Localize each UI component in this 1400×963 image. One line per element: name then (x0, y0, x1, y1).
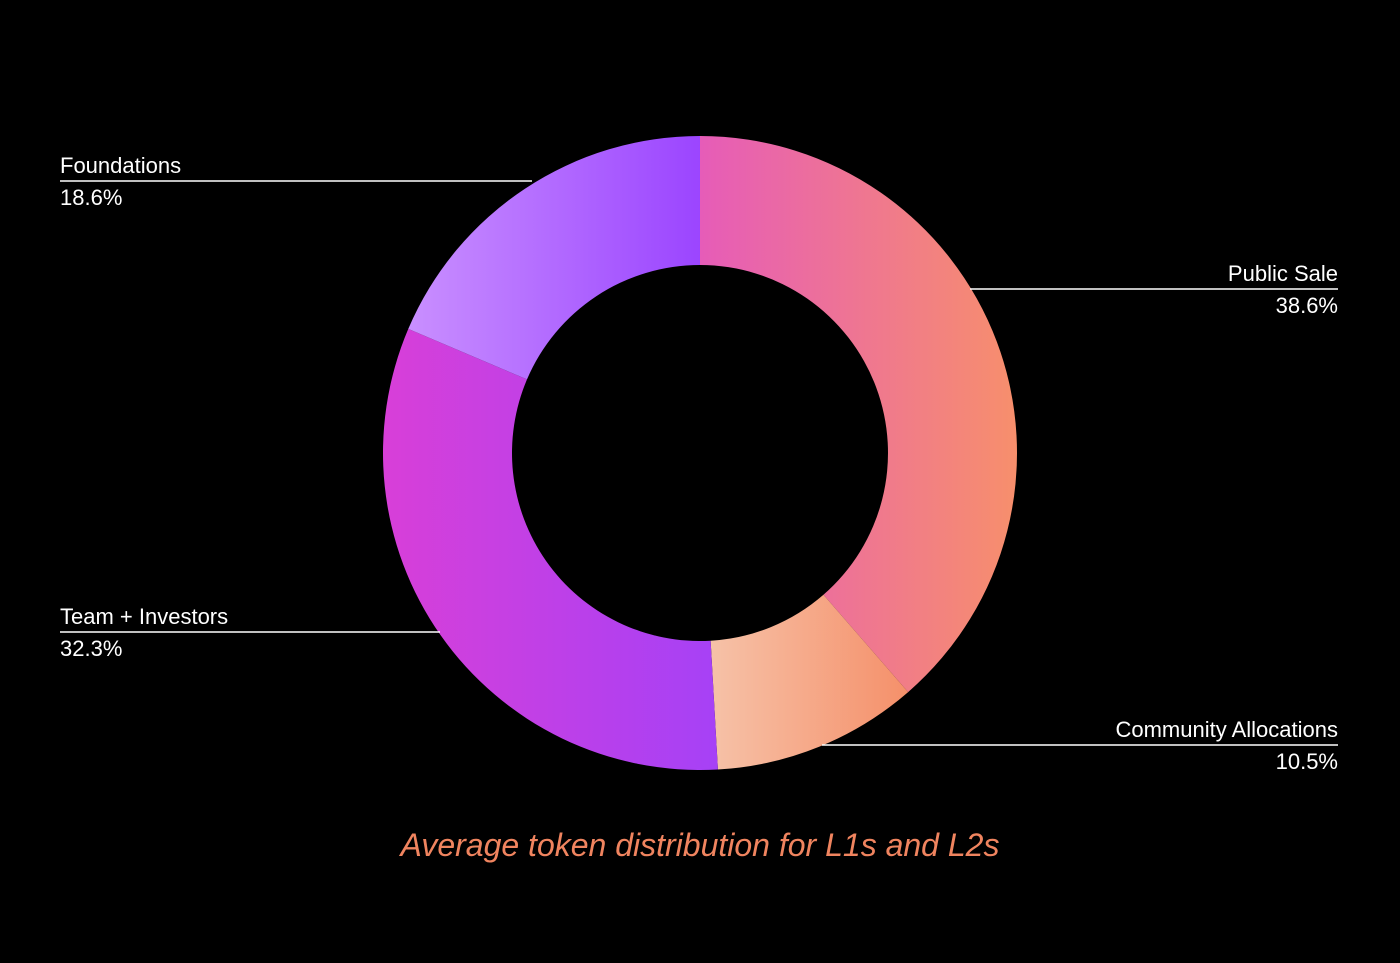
slice-label: Team + Investors (60, 604, 228, 629)
slice-value-label: 32.3% (60, 636, 122, 661)
slice-value-label: 10.5% (1276, 749, 1338, 774)
slice-value-label: 38.6% (1276, 293, 1338, 318)
donut-slice (382, 328, 718, 770)
donut-slice (700, 136, 1018, 693)
chart-title: Average token distribution for L1s and L… (399, 827, 1000, 863)
slice-label: Public Sale (1228, 261, 1338, 286)
slice-label: Foundations (60, 153, 181, 178)
slice-value-label: 18.6% (60, 185, 122, 210)
slice-label: Community Allocations (1115, 717, 1338, 742)
donut-slice (408, 136, 700, 380)
donut-slice (710, 594, 909, 770)
